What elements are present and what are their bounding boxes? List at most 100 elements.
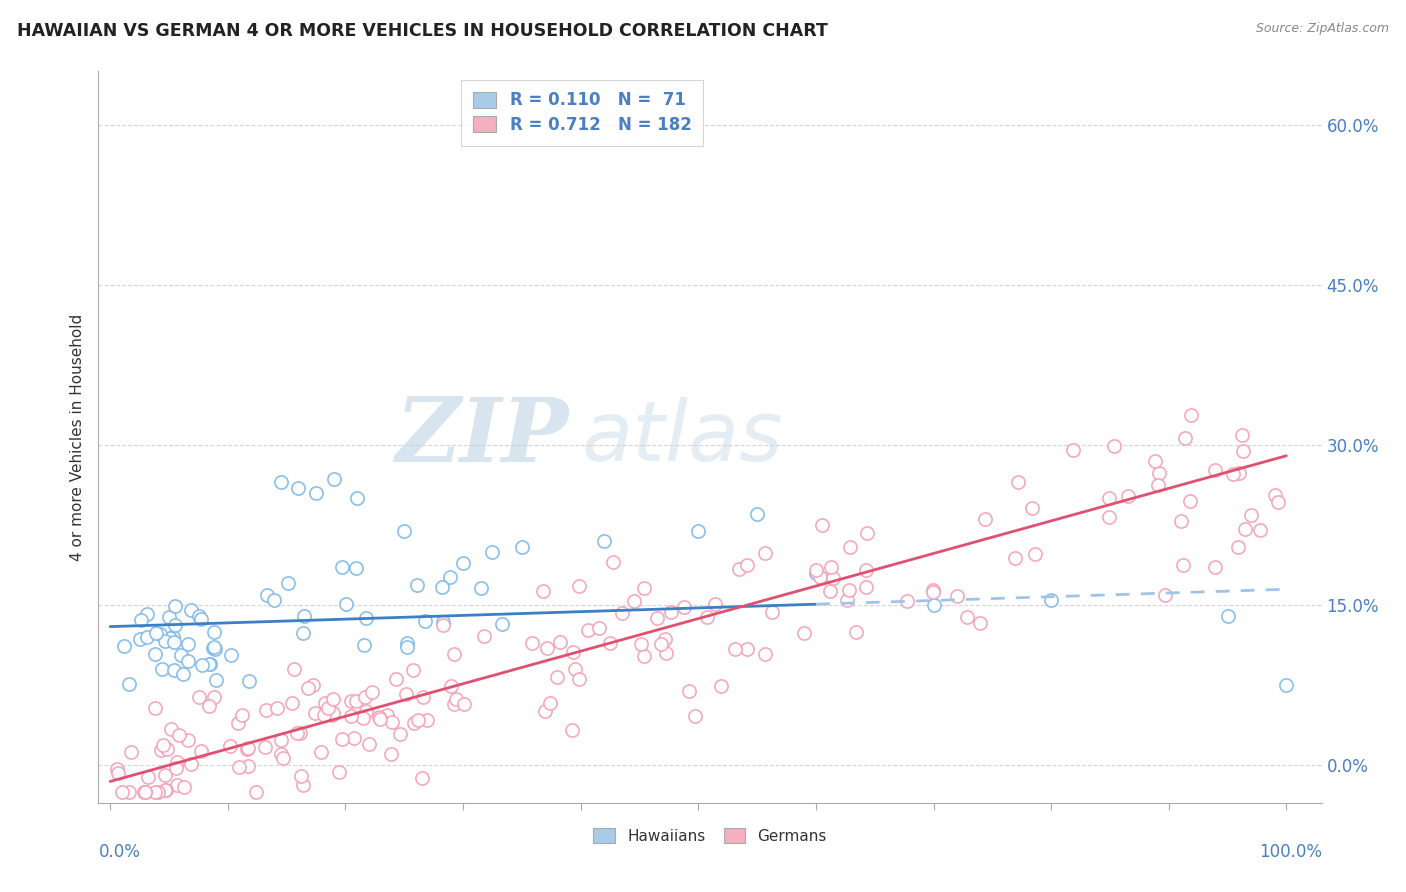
Point [1102,439,1125,453]
Point [270,732,292,747]
Point [202,625,225,640]
Point [385,672,408,686]
Point [285,726,308,740]
Point [655,646,678,660]
Point [190,744,212,758]
Point [1267,494,1289,508]
Text: atlas: atlas [582,397,783,477]
Point [159,632,181,646]
Point [806,564,828,578]
Point [973,512,995,526]
Point [112,640,135,654]
Point [439,570,461,584]
Point [745,508,768,522]
Point [145,626,167,640]
Point [1021,501,1043,516]
Point [602,555,624,569]
Point [173,780,195,795]
Point [673,600,696,615]
Y-axis label: 4 or more Vehicles in Household: 4 or more Vehicles in Household [69,313,84,561]
Point [1062,442,1084,457]
Point [922,584,945,599]
Point [281,696,304,710]
Point [191,657,214,672]
Point [344,694,367,708]
Point [921,583,943,598]
Point [198,699,221,714]
Point [328,765,350,780]
Point [287,481,309,495]
Point [395,687,418,701]
Point [316,701,339,715]
Point [377,708,399,723]
Point [165,599,187,614]
Point [1240,508,1263,522]
Point [218,739,240,753]
Point [394,524,416,538]
Point [297,681,319,695]
Point [167,727,190,741]
Point [1232,444,1254,458]
Point [291,626,314,640]
Point [1143,453,1166,467]
Point [1249,524,1271,538]
Point [170,648,193,663]
Point [415,614,437,628]
Point [1153,588,1175,602]
Point [1147,478,1170,492]
Point [568,672,591,686]
Point [202,640,225,654]
Point [311,745,333,759]
Point [761,605,783,619]
Point [238,673,260,688]
Point [818,584,841,599]
Text: Source: ZipAtlas.com: Source: ZipAtlas.com [1256,22,1389,36]
Point [166,777,188,791]
Point [564,662,586,676]
Point [292,609,315,624]
Point [277,576,299,591]
Point [256,588,278,602]
Point [808,570,831,584]
Point [402,664,425,678]
Point [568,578,591,592]
Point [322,692,344,706]
Point [440,679,463,693]
Point [922,599,945,613]
Point [305,486,328,500]
Point [412,690,434,705]
Point [546,670,568,684]
Point [1227,466,1250,480]
Point [696,610,718,624]
Point [163,663,186,677]
Point [353,638,375,652]
Point [432,615,454,629]
Point [254,703,277,717]
Point [134,785,156,799]
Point [491,617,513,632]
Point [735,642,758,657]
Point [200,657,222,671]
Point [946,589,969,603]
Point [219,648,242,662]
Point [534,704,557,718]
Point [538,696,561,710]
Point [344,561,367,575]
Text: HAWAIIAN VS GERMAN 4 OR MORE VEHICLES IN HOUSEHOLD CORRELATION CHART: HAWAIIAN VS GERMAN 4 OR MORE VEHICLES IN… [17,22,828,40]
Point [346,491,368,506]
Point [314,697,336,711]
Point [120,746,142,760]
Point [1216,609,1239,624]
Point [177,637,200,651]
Point [688,524,710,538]
Point [855,580,877,594]
Point [1204,560,1226,574]
Point [561,723,583,738]
Point [593,534,616,549]
Point [353,690,375,705]
Point [710,679,733,693]
Point [149,626,172,640]
Point [270,475,292,490]
Point [839,540,862,554]
Point [381,714,404,729]
